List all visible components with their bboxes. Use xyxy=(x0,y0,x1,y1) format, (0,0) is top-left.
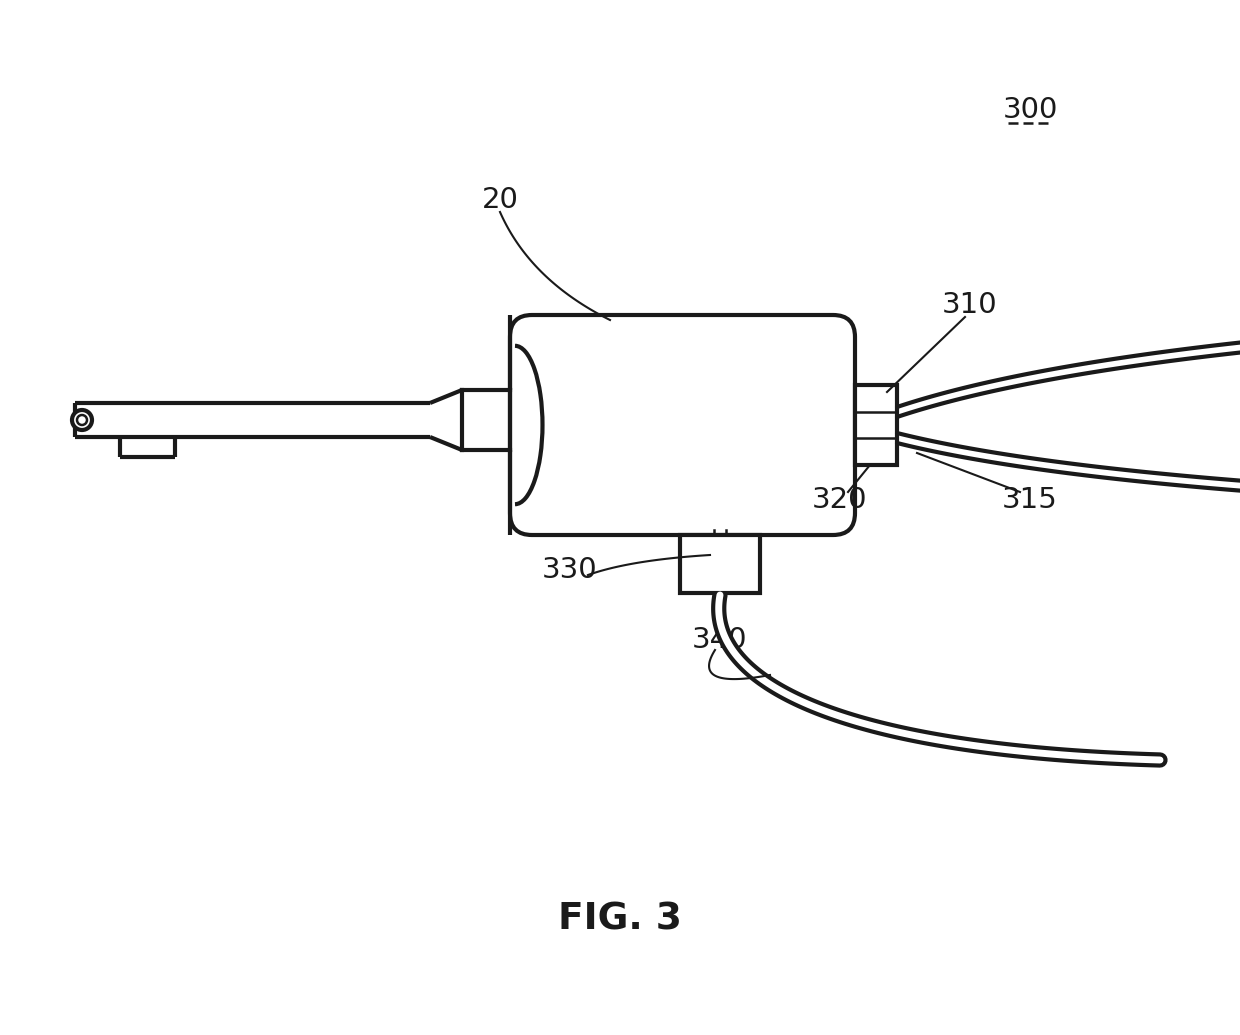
Text: 315: 315 xyxy=(1002,486,1058,514)
Text: 300: 300 xyxy=(1002,96,1058,124)
Text: 20: 20 xyxy=(481,186,518,214)
Text: 310: 310 xyxy=(942,291,998,319)
Bar xyxy=(680,535,760,593)
Text: 330: 330 xyxy=(542,556,598,584)
Text: FIG. 3: FIG. 3 xyxy=(558,901,682,938)
Bar xyxy=(856,385,897,465)
Text: 340: 340 xyxy=(692,626,748,654)
FancyBboxPatch shape xyxy=(510,315,856,535)
Circle shape xyxy=(72,410,92,430)
Text: 320: 320 xyxy=(812,486,868,514)
